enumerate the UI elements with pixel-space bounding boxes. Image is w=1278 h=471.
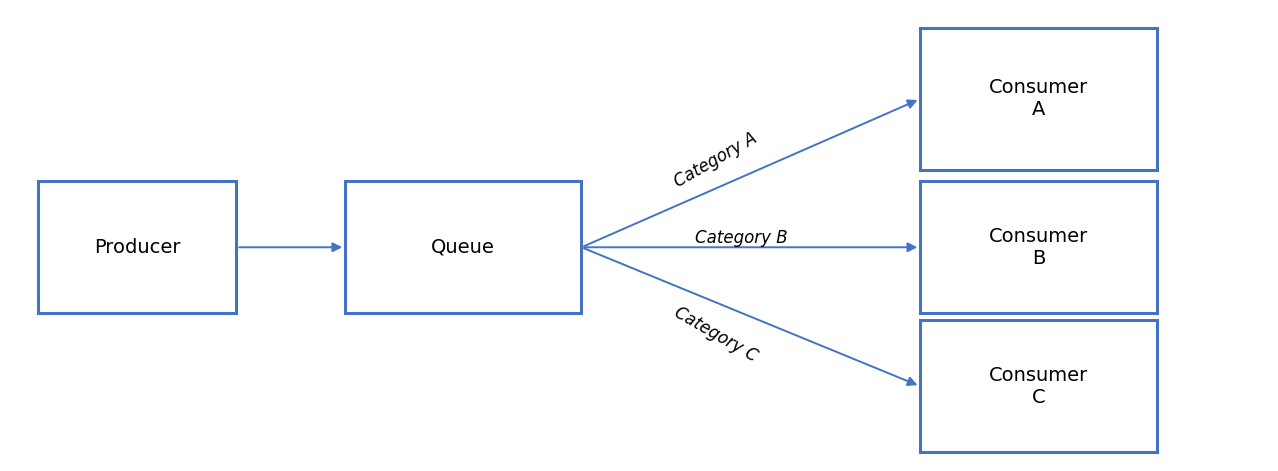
- Text: Category C: Category C: [671, 303, 760, 365]
- Text: Consumer
A: Consumer A: [989, 78, 1088, 120]
- FancyBboxPatch shape: [920, 181, 1157, 313]
- Text: Queue: Queue: [432, 238, 495, 257]
- Text: Category A: Category A: [671, 129, 760, 191]
- Text: Consumer
C: Consumer C: [989, 365, 1088, 407]
- Text: Category B: Category B: [695, 229, 787, 247]
- Text: Consumer
B: Consumer B: [989, 227, 1088, 268]
- FancyBboxPatch shape: [920, 28, 1157, 170]
- Text: Producer: Producer: [95, 238, 180, 257]
- FancyBboxPatch shape: [38, 181, 236, 313]
- FancyBboxPatch shape: [920, 320, 1157, 452]
- FancyBboxPatch shape: [345, 181, 581, 313]
